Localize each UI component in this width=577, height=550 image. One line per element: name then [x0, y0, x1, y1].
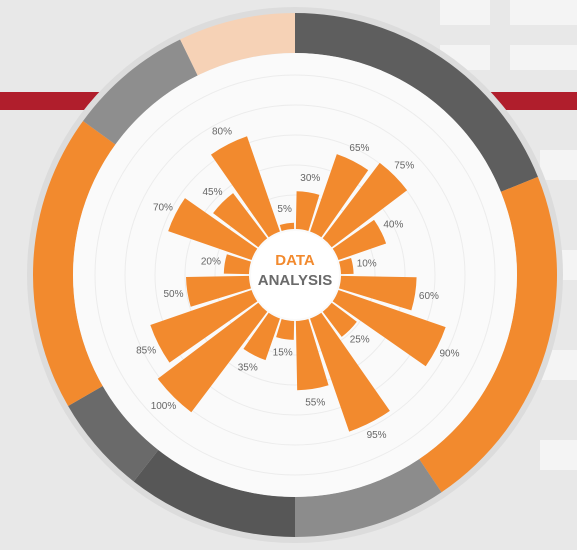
bar	[186, 275, 251, 307]
value-label: 95%	[367, 430, 387, 441]
center-title: DATA	[275, 252, 315, 269]
disc-grid	[94, 74, 496, 476]
bar	[279, 222, 295, 231]
value-label: 55%	[305, 397, 325, 408]
value-label: 75%	[394, 160, 414, 171]
ring-segment	[83, 39, 198, 145]
value-label: 90%	[439, 348, 459, 359]
ring-segment	[32, 121, 116, 406]
value-label: 50%	[164, 289, 184, 300]
value-label: 30%	[300, 173, 320, 184]
center-title: ANALYSIS	[258, 272, 332, 289]
value-label: 15%	[273, 348, 293, 359]
ring-segment	[133, 449, 295, 537]
outer-ring	[32, 13, 557, 537]
bar	[150, 290, 258, 363]
ring-segment	[419, 176, 557, 493]
ring-segment	[295, 13, 538, 192]
ring-segment	[180, 13, 295, 76]
value-label: 80%	[212, 126, 232, 137]
value-label: 60%	[419, 291, 439, 302]
bar	[332, 219, 387, 260]
ring-segment	[68, 386, 159, 482]
background-squares	[440, 0, 577, 470]
bar	[310, 312, 390, 432]
bar	[210, 136, 280, 238]
bar	[157, 302, 268, 413]
value-label: 5%	[277, 204, 292, 215]
value-label: 65%	[349, 143, 369, 154]
bar	[310, 154, 369, 238]
value-label: 10%	[357, 258, 377, 269]
bar	[243, 312, 280, 361]
value-label: 70%	[153, 202, 173, 213]
value-label: 35%	[238, 362, 258, 373]
bar	[223, 254, 251, 275]
bar	[295, 191, 320, 231]
value-label: 85%	[136, 346, 156, 357]
bar	[213, 193, 268, 248]
ring-segment	[295, 459, 442, 537]
bar	[168, 198, 258, 260]
center-circle	[251, 231, 339, 319]
bar	[295, 319, 329, 391]
value-label: 20%	[201, 256, 221, 267]
bar	[322, 302, 357, 337]
value-label: 45%	[202, 187, 222, 198]
bar	[339, 275, 417, 311]
value-label: 40%	[383, 220, 403, 231]
bars: 30% 65% 75% 40% 10% 60% 90% 25% 95% 55% 15% 35% 100%…	[136, 126, 460, 440]
bar	[322, 162, 408, 248]
bar	[332, 290, 446, 367]
value-label: 100%	[151, 401, 177, 412]
bar	[339, 257, 354, 275]
value-label: 25%	[350, 334, 370, 345]
bar	[276, 319, 295, 340]
